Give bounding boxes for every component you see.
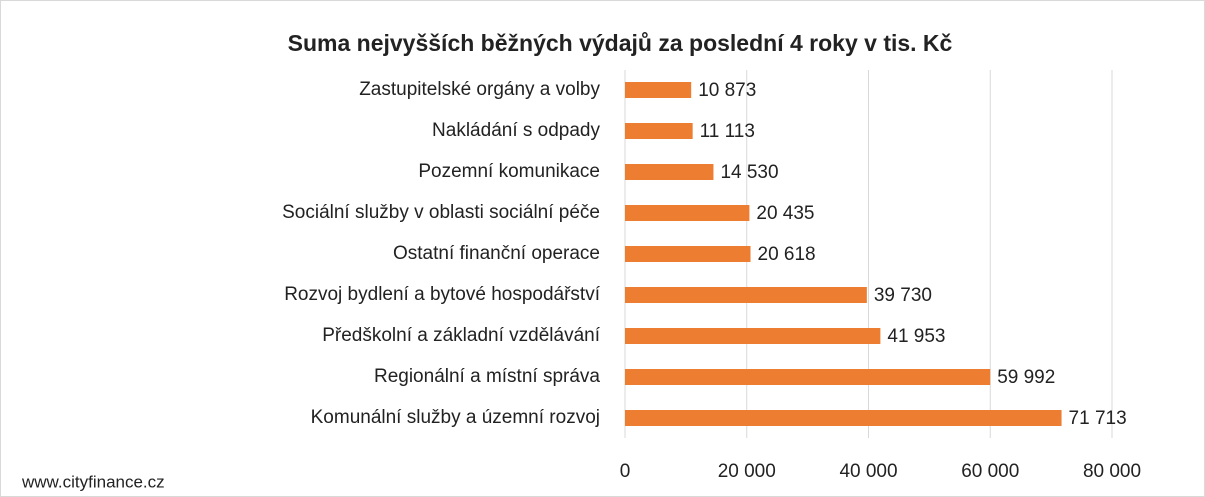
x-tick-label: 40 000 — [839, 461, 897, 482]
bar — [625, 287, 867, 303]
source: www.cityfinance.cz — [21, 472, 165, 491]
chart-title: Suma nejvyšších běžných výdajů za posled… — [288, 30, 953, 56]
y-tick-label: Komunální služby a územní rozvoj — [311, 407, 600, 428]
bar — [625, 164, 714, 180]
bar — [625, 123, 693, 139]
y-tick-label: Regionální a místní správa — [374, 366, 600, 387]
value-label: 59 992 — [997, 367, 1055, 388]
bar — [625, 369, 991, 385]
value-label: 41 953 — [887, 326, 945, 347]
value-label: 10 873 — [698, 80, 756, 101]
bar — [625, 410, 1062, 426]
value-label: 71 713 — [1069, 408, 1127, 429]
bar — [625, 82, 692, 98]
y-tick-label: Ostatní finanční operace — [393, 243, 600, 264]
bar — [625, 246, 751, 262]
value-label: 11 113 — [700, 121, 755, 142]
y-tick-label: Sociální služby v oblasti sociální péče — [282, 202, 600, 223]
y-tick-label: Rozvoj bydlení a bytové hospodářství — [284, 284, 601, 305]
x-tick-label: 80 000 — [1083, 461, 1141, 482]
bar — [625, 205, 750, 221]
bar — [625, 328, 881, 344]
value-label: 20 435 — [756, 203, 814, 224]
value-label: 39 730 — [874, 285, 932, 306]
y-tick-label: Předškolní a základní vzdělávání — [322, 325, 600, 346]
y-tick-label: Pozemní komunikace — [418, 161, 600, 182]
value-label: 14 530 — [720, 162, 778, 183]
value-label: 20 618 — [758, 244, 816, 265]
x-tick-label: 20 000 — [718, 461, 776, 482]
x-tick-label: 0 — [620, 461, 631, 482]
y-tick-label: Nakládání s odpady — [432, 120, 600, 141]
x-tick-label: 60 000 — [961, 461, 1019, 482]
y-tick-label: Zastupitelské orgány a volby — [359, 79, 600, 100]
